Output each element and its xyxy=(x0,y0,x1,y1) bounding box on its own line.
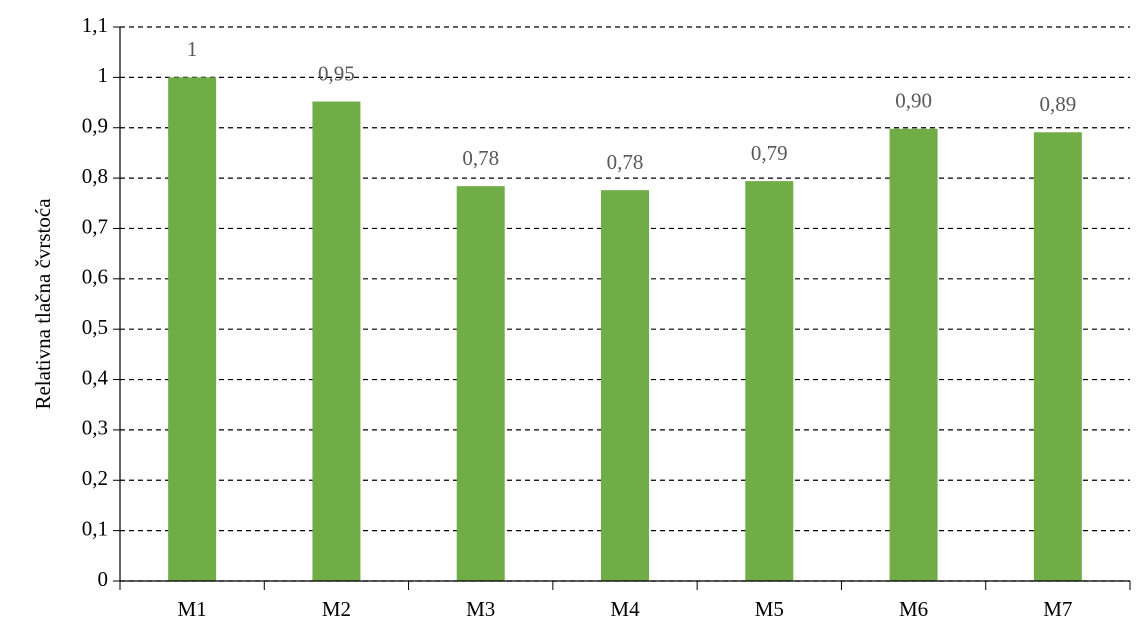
x-tick-label: M6 xyxy=(899,597,928,621)
x-tick-label: M5 xyxy=(755,597,784,621)
y-tick-label: 1 xyxy=(98,63,109,87)
value-label: 0,79 xyxy=(751,141,788,165)
y-tick-label: 0,4 xyxy=(82,365,109,389)
bar xyxy=(456,186,505,581)
y-tick-label: 0,1 xyxy=(82,516,108,540)
y-tick-label: 0,3 xyxy=(82,416,108,440)
y-tick-label: 1,1 xyxy=(82,13,108,37)
x-tick-label: M3 xyxy=(466,597,495,621)
bar xyxy=(889,128,938,581)
x-tick-label: M2 xyxy=(322,597,351,621)
bar xyxy=(745,181,794,581)
value-label: 0,90 xyxy=(895,89,932,113)
y-tick-label: 0 xyxy=(98,567,109,591)
value-label: 0,95 xyxy=(318,61,355,85)
value-label: 0,78 xyxy=(607,150,644,174)
bar xyxy=(601,190,649,582)
y-tick-label: 0,5 xyxy=(82,315,108,339)
x-tick-label: M7 xyxy=(1043,597,1072,621)
bar xyxy=(168,77,217,581)
bar xyxy=(1033,132,1082,581)
bar xyxy=(312,101,361,582)
x-tick-label: M4 xyxy=(610,597,640,621)
value-label: 1 xyxy=(187,37,198,61)
y-tick-label: 0,8 xyxy=(82,164,108,188)
x-tick-label: M1 xyxy=(178,597,207,621)
y-axis-label: Relativna tlačna čvrstoća xyxy=(31,198,55,410)
y-tick-label: 0,2 xyxy=(82,466,108,490)
y-tick-label: 0,7 xyxy=(82,214,108,238)
y-tick-label: 0,9 xyxy=(82,114,108,138)
value-label: 0,78 xyxy=(462,146,499,170)
y-tick-label: 0,6 xyxy=(82,265,108,289)
value-label: 0,89 xyxy=(1039,92,1076,116)
